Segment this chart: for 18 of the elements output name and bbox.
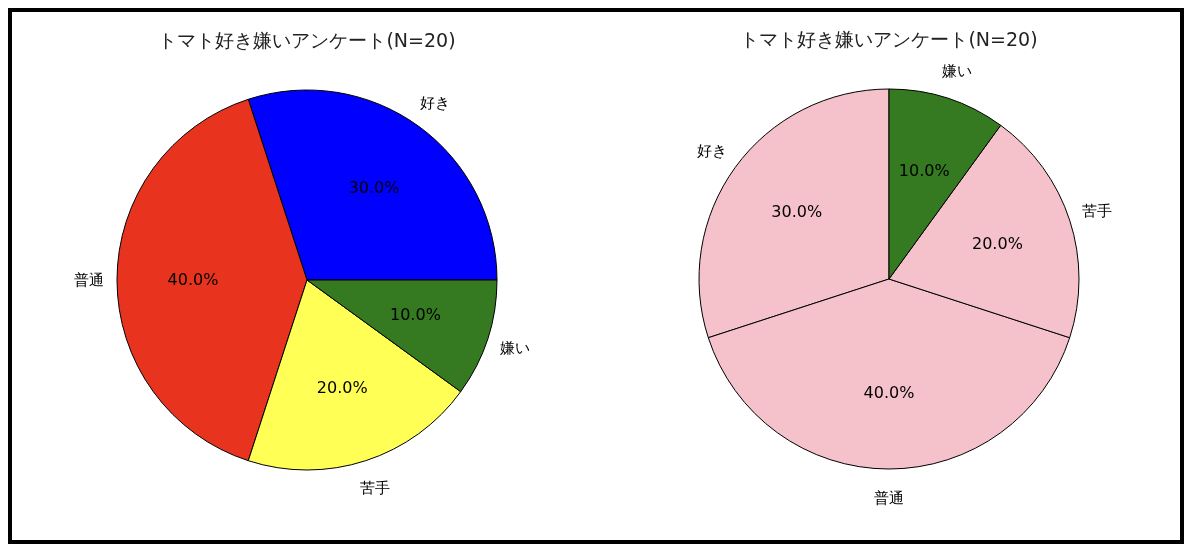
data-label: 10.0% bbox=[390, 304, 441, 324]
slice-label: 苦手 bbox=[359, 478, 390, 497]
slice-label: 普通 bbox=[874, 488, 904, 506]
data-label: 20.0% bbox=[316, 377, 368, 397]
chart-title: トマト好き嫌いアンケート(N=20) bbox=[740, 27, 1038, 50]
slice-label: 好き bbox=[420, 93, 451, 112]
slice-label: 嫌い bbox=[941, 61, 972, 80]
slice-label: 苦手 bbox=[1081, 201, 1112, 220]
data-label: 10.0% bbox=[898, 160, 950, 180]
data-label: 40.0% bbox=[863, 382, 915, 402]
data-label: 30.0% bbox=[771, 201, 823, 221]
data-label: 30.0% bbox=[348, 177, 400, 197]
data-label: 40.0% bbox=[167, 269, 219, 289]
slice-label: 嫌い bbox=[499, 338, 530, 357]
slice-label: 普通 bbox=[73, 270, 104, 289]
slice-label: 好き bbox=[697, 141, 728, 160]
data-label: 20.0% bbox=[972, 233, 1023, 253]
chart-title: トマト好き嫌いアンケート(N=20) bbox=[158, 28, 456, 51]
